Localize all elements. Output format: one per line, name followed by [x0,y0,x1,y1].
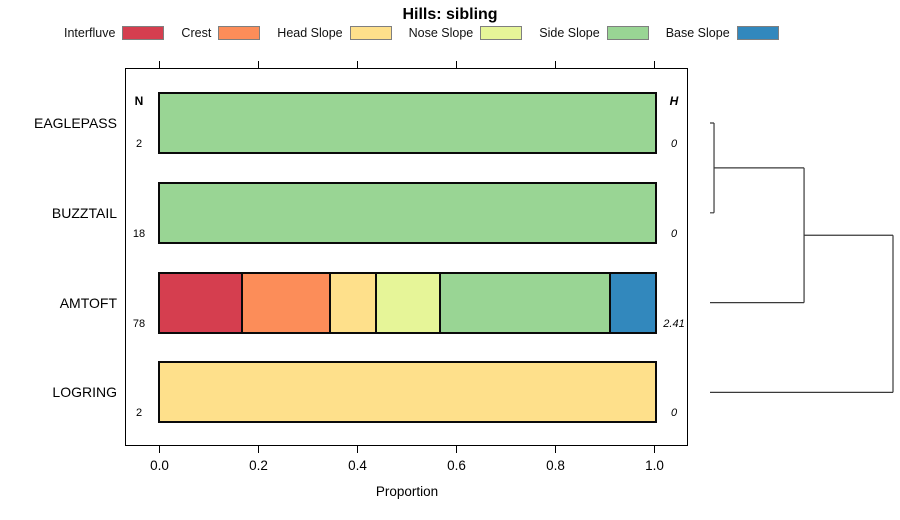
legend-item-crest: Crest [181,26,261,40]
stacked-bar-logring [157,361,657,424]
legend-label: Interfluve [64,26,116,40]
chart-title: Hills: sibling [402,6,498,23]
bar-segment-side-slope [159,183,655,242]
x-axis-tick-top [455,61,458,68]
x-axis-tick-top [554,61,557,68]
legend-label: Base Slope [665,26,730,40]
bar-segment-base-slope [608,273,655,332]
h-entropy: 0 [670,138,678,150]
bar-segment-head-slope [329,273,375,332]
bar-segment-nose-slope [374,273,440,332]
x-axis-tick-label: 0.6 [447,458,466,473]
stacked-bar-buzztail [157,181,657,244]
x-axis-tick-top [158,61,161,68]
x-axis-tick-label: 1.0 [645,458,664,473]
bar-segment-head-slope [159,363,655,422]
x-axis-tick-label: 0.0 [150,458,169,473]
plot-area [125,68,688,446]
bar-segment-crest [240,273,330,332]
n-count: 18 [132,227,146,240]
legend-swatch-icon [218,26,261,40]
legend: Interfluve Crest Head Slope Nose Slope Side … [64,25,779,41]
legend-item-interfluve: Interfluve [64,26,165,40]
legend-item-nose-slope: Nose Slope [409,26,523,40]
row-label-eaglepass: EAGLEPASS [33,115,117,131]
legend-label: Nose Slope [408,26,474,40]
x-axis-title: Proportion [375,484,439,499]
bar-segment-side-slope [159,94,655,152]
legend-label: Head Slope [277,26,343,40]
x-axis-tick-label: 0.2 [249,458,268,473]
legend-label: Side Slope [539,26,600,40]
stacked-bar-amtoft [157,271,657,334]
h-entropy: 0 [670,227,678,240]
x-axis-tick-bottom [158,446,161,453]
x-axis-tick-bottom [554,446,557,453]
x-axis-tick-bottom [653,446,656,453]
n-count: 2 [135,407,143,420]
h-entropy: 2.41 [663,317,685,330]
legend-swatch-icon [349,26,392,40]
h-entropy: 0 [670,407,678,420]
legend-label: Crest [181,26,212,40]
n-count: 2 [135,138,143,150]
legend-swatch-icon [736,26,779,40]
legend-item-side-slope: Side Slope [539,26,649,40]
x-axis-tick-top [257,61,260,68]
x-axis-tick-label: 0.4 [348,458,367,473]
legend-swatch-icon [480,26,523,40]
x-axis-tick-bottom [455,446,458,453]
row-label-logring: LOGRING [52,384,117,401]
x-axis-tick-bottom [356,446,359,453]
legend-swatch-icon [122,26,165,40]
dendrogram-branches [710,122,894,393]
n-column-header: N [134,94,144,108]
x-axis-tick-top [356,61,359,68]
x-axis-tick-bottom [257,446,260,453]
n-count: 78 [132,317,146,330]
bar-segment-interfluve [159,273,241,332]
x-axis-tick-top [653,61,656,68]
legend-item-base-slope: Base Slope [666,26,779,40]
h-column-header: H [669,94,679,108]
row-label-amtoft: AMTOFT [59,294,117,311]
stacked-bar-eaglepass [157,92,657,154]
legend-item-head-slope: Head Slope [277,26,392,40]
row-label-buzztail: BUZZTAIL [51,204,117,221]
x-axis-tick-label: 0.8 [546,458,565,473]
bar-segment-side-slope [439,273,609,332]
legend-swatch-icon [606,26,649,40]
